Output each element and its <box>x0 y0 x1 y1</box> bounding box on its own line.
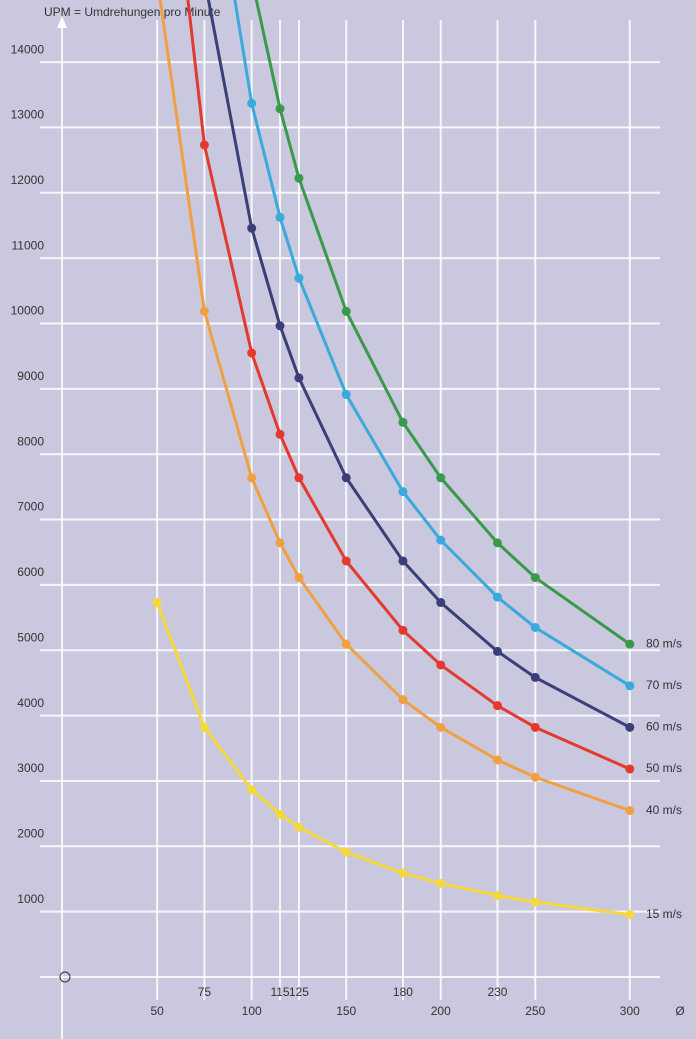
line <box>186 0 631 771</box>
x-tick-label: 100 <box>242 1004 262 1018</box>
point <box>492 755 502 765</box>
origin <box>59 971 71 983</box>
y-tick-label: 4000 <box>17 696 44 710</box>
point <box>341 390 351 400</box>
x-tick-label: 200 <box>431 1004 451 1018</box>
y-tick-label: 13000 <box>11 108 45 122</box>
point <box>492 592 502 602</box>
line <box>233 0 631 688</box>
y-tick-label: 8000 <box>17 434 44 448</box>
x-tick-label: 300 <box>620 1004 640 1018</box>
point <box>625 764 635 774</box>
y-tick-label: 6000 <box>17 565 44 579</box>
plot-area <box>152 0 635 920</box>
point <box>492 538 502 548</box>
point <box>247 785 257 795</box>
point <box>436 660 446 670</box>
point <box>492 646 502 656</box>
point <box>436 535 446 545</box>
point <box>398 556 408 566</box>
point <box>199 722 209 732</box>
point <box>294 473 304 483</box>
point <box>341 639 351 649</box>
point <box>199 306 209 316</box>
point <box>530 573 540 583</box>
point <box>625 722 635 732</box>
point <box>436 722 446 732</box>
y-tick-label: 14000 <box>11 42 45 56</box>
point <box>530 672 540 682</box>
point <box>247 98 257 108</box>
point <box>294 173 304 183</box>
legend-label: 15 m/s <box>646 907 682 921</box>
point <box>341 556 351 566</box>
point <box>247 223 257 233</box>
point <box>398 625 408 635</box>
line <box>206 0 631 729</box>
x-tick-label: 150 <box>336 1004 356 1018</box>
point <box>294 273 304 283</box>
point <box>294 373 304 383</box>
point <box>294 822 304 832</box>
point <box>492 891 502 901</box>
point <box>275 538 285 548</box>
point <box>398 695 408 705</box>
x-tick-label: 50 <box>150 1004 164 1018</box>
point <box>530 722 540 732</box>
point <box>247 348 257 358</box>
x-axis-label: Ø <box>675 1004 684 1018</box>
y-axis-arrow <box>57 16 67 28</box>
y-tick-label: 12000 <box>11 173 45 187</box>
point <box>530 897 540 907</box>
point <box>625 910 635 920</box>
point <box>398 868 408 878</box>
legend-label: 40 m/s <box>646 803 682 817</box>
y-tick-label: 1000 <box>17 892 44 906</box>
x-tick-label: 115 <box>270 985 289 999</box>
point <box>625 681 635 691</box>
y-tick-label: 7000 <box>17 500 44 514</box>
point <box>436 473 446 483</box>
point <box>275 809 285 819</box>
point <box>341 847 351 857</box>
y-axis-label: UPM = Umdrehungen pro Minute <box>44 5 221 19</box>
x-tick-label: 75 <box>198 985 212 999</box>
point <box>275 104 285 114</box>
y-tick-label: 10000 <box>11 304 45 318</box>
legend-label: 50 m/s <box>646 761 682 775</box>
point <box>247 473 257 483</box>
point <box>275 212 285 222</box>
point <box>398 487 408 497</box>
x-tick-label: 250 <box>525 1004 545 1018</box>
point <box>275 321 285 331</box>
y-tick-label: 11000 <box>12 238 45 252</box>
point <box>436 878 446 888</box>
x-tick-label: 180 <box>393 985 413 999</box>
point <box>199 140 209 150</box>
point <box>341 473 351 483</box>
x-tick-label: 230 <box>487 985 507 999</box>
point <box>341 306 351 316</box>
point <box>294 573 304 583</box>
point <box>152 598 162 608</box>
point <box>625 639 635 649</box>
point <box>398 417 408 427</box>
y-tick-label: 9000 <box>17 369 44 383</box>
y-tick-label: 2000 <box>17 826 44 840</box>
y-tick-label: 3000 <box>17 761 44 775</box>
x-tick-label: 125 <box>289 985 309 999</box>
point <box>530 772 540 782</box>
point <box>275 429 285 439</box>
y-tick-label: 5000 <box>17 630 44 644</box>
legend-label: 80 m/s <box>646 636 682 650</box>
point <box>436 598 446 608</box>
point <box>530 623 540 633</box>
point <box>492 701 502 711</box>
legend-label: 60 m/s <box>646 720 682 734</box>
legend-label: 70 m/s <box>646 678 682 692</box>
point <box>625 806 635 816</box>
